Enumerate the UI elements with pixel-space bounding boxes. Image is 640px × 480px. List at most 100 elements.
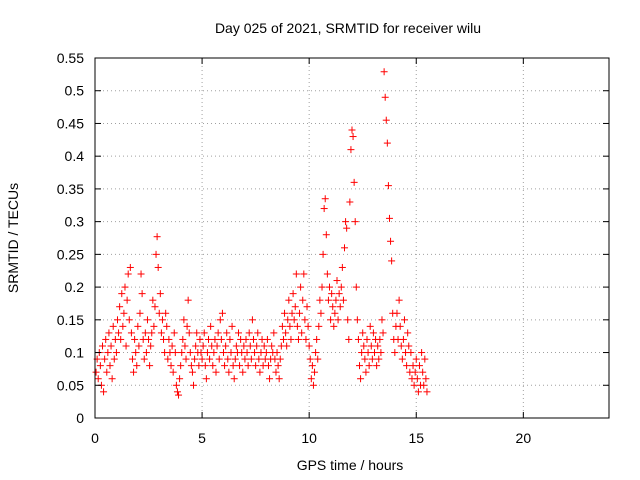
data-point [188,368,196,376]
data-point [368,355,376,363]
data-point [251,349,259,357]
data-point [205,335,213,343]
data-point [413,375,421,383]
data-point [375,355,383,363]
data-point [273,349,281,357]
data-point [344,316,352,324]
data-point [107,342,115,350]
data-point [272,368,280,376]
data-point [240,342,248,350]
axis-ticks [94,57,609,419]
data-point [302,335,310,343]
data-point [201,362,209,370]
chart-title: Day 025 of 2021, SRMTID for receiver wil… [215,20,481,36]
data-point [329,303,337,311]
data-point [108,375,116,383]
data-point [175,391,183,399]
data-point [419,368,427,376]
data-point [94,375,102,383]
data-point [396,322,404,330]
data-point [128,355,136,363]
data-point [400,316,408,324]
data-point [124,270,132,278]
data-point [242,335,250,343]
data-point [409,362,417,370]
y-tick-label: 0.45 [57,115,84,131]
data-point [226,335,234,343]
data-point [200,329,208,337]
data-point [399,335,407,343]
y-tick-label: 0.1 [65,345,85,361]
data-point [349,133,357,141]
data-point [126,263,134,271]
x-tick-label: 10 [301,430,317,446]
data-point [165,335,173,343]
x-tick-label: 0 [91,430,99,446]
data-point [350,178,358,186]
data-points [92,68,431,399]
data-point [304,322,312,330]
data-point [270,329,278,337]
data-point [363,335,371,343]
data-point [216,316,224,324]
y-tick-label: 0.05 [57,377,84,393]
data-point [374,342,382,350]
data-point [397,342,405,350]
data-point [341,244,349,252]
data-point [186,349,194,357]
data-point [410,381,418,389]
data-point [143,316,151,324]
data-point [228,322,236,330]
data-point [196,335,204,343]
data-point [355,362,363,370]
data-point [190,381,198,389]
data-point [359,329,367,337]
data-point [263,335,271,343]
data-point [364,349,372,357]
x-tick-label: 5 [198,430,206,446]
data-point [181,342,189,350]
data-point [148,329,156,337]
data-point [154,263,162,271]
y-tick-label: 0.35 [57,181,84,197]
data-point [115,329,123,337]
data-point [286,322,294,330]
data-point [289,290,297,298]
data-point [331,309,339,317]
data-point [157,329,165,337]
data-point [398,355,406,363]
data-point [291,303,299,311]
data-point [328,290,336,298]
data-point [210,349,218,357]
data-point [296,309,304,317]
data-point [109,322,117,330]
data-point [145,335,153,343]
data-point [215,355,223,363]
data-point [171,349,179,357]
data-point [307,375,315,383]
data-point [365,362,373,370]
data-point [140,355,148,363]
data-point [252,362,260,370]
data-point [405,342,413,350]
data-point [292,270,300,278]
data-point [212,368,220,376]
data-point [191,355,199,363]
y-tick-label: 0.15 [57,312,84,328]
data-point [357,375,365,383]
data-point [380,68,388,76]
data-point [415,362,423,370]
data-point [377,349,385,357]
y-tick-label: 0.55 [57,50,84,66]
data-point [176,375,184,383]
data-point [220,349,227,357]
data-point [138,290,146,298]
data-point [306,355,314,363]
data-point [336,303,344,311]
data-point [264,362,272,370]
data-point [193,329,201,337]
data-point [236,362,244,370]
plot-frame [94,57,610,419]
data-point [288,309,296,317]
